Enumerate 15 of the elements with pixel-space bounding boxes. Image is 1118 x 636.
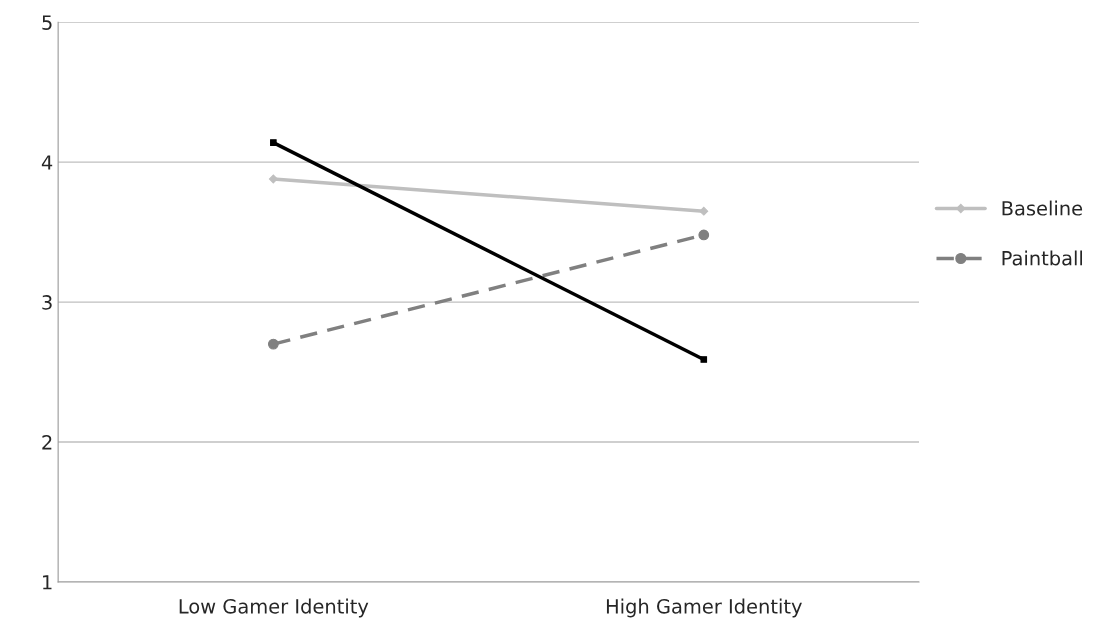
point [270, 139, 277, 146]
y-tick-label: 3 [42, 295, 52, 310]
y-tick-label: 2 [42, 434, 52, 450]
point [268, 174, 278, 184]
legend-label: Paintball [1002, 250, 1083, 266]
point [699, 206, 709, 216]
point [700, 356, 708, 363]
y-tick-label: 1 [43, 575, 52, 590]
legend-label: Baseline [1002, 200, 1083, 216]
x-tick-label: High Gamer Identity [606, 598, 802, 618]
x-tick-label: Low Gamer Identity [179, 598, 369, 618]
point [267, 338, 279, 350]
y-tick-label: 4 [41, 155, 53, 170]
point [698, 229, 710, 241]
y-tick-label: 5 [42, 15, 52, 30]
